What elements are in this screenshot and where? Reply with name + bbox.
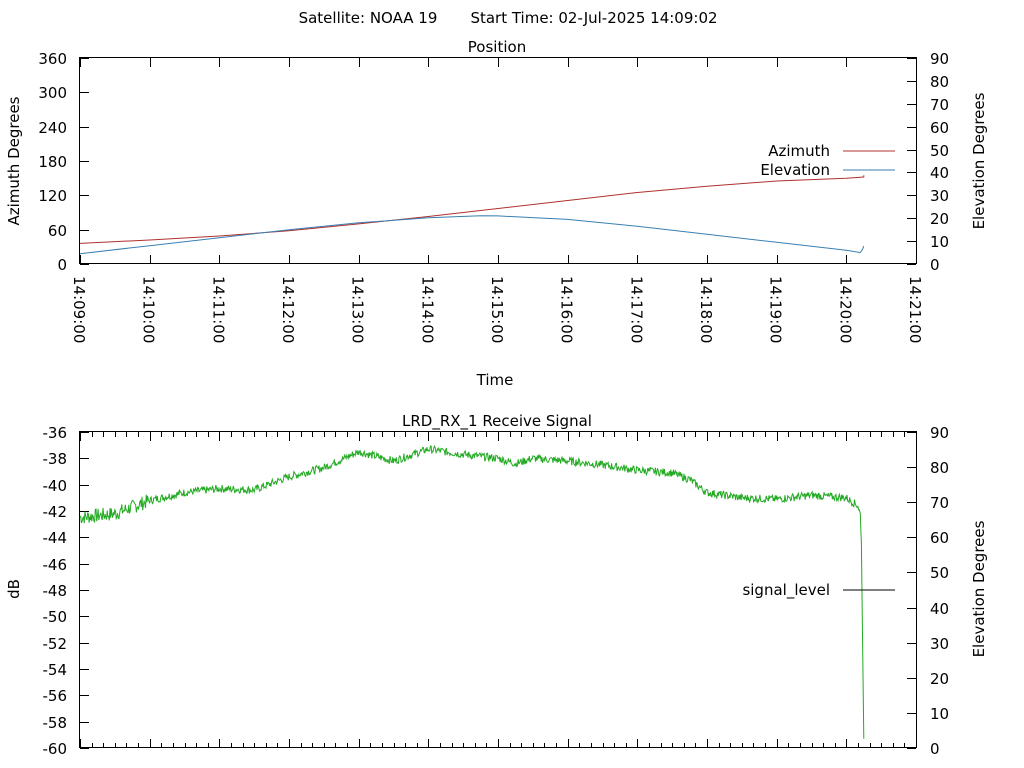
signal-y2-axis-label: Elevation Degrees (970, 520, 988, 657)
x-tick-label: 14:20:00 (836, 276, 854, 343)
position-chart-title: Position (468, 38, 526, 56)
signal-y-axis-label: dB (5, 579, 23, 599)
y-tick-label: 300 (38, 84, 67, 102)
y2-tick-label: 40 (930, 600, 949, 618)
x-tick-label: 14:21:00 (906, 276, 924, 343)
y-tick-label: -48 (43, 582, 68, 600)
series-line-signal-level (79, 445, 865, 739)
y2-tick-label: 50 (930, 564, 949, 582)
y2-tick-label: 60 (930, 529, 949, 547)
y2-tick-label: 0 (930, 740, 940, 758)
y2-tick-label: 20 (930, 210, 949, 228)
y-tick-label: -52 (43, 635, 68, 653)
y2-tick-label: 30 (930, 635, 949, 653)
receive-signal-chart: LRD_RX_1 Receive Signal -36 -38 -40 -42 -44 -… (5, 412, 988, 758)
y-tick-label: 120 (38, 187, 67, 205)
y2-tick-label: 40 (930, 164, 949, 182)
x-tick-label: 14:18:00 (697, 276, 715, 343)
start-time-label: Start Time: 02-Jul-2025 14:09:02 (470, 9, 717, 27)
x-tick-label: 14:15:00 (488, 276, 506, 343)
position-y2-axis-label: Elevation Degrees (970, 92, 988, 229)
x-tick-label: 14:13:00 (349, 276, 367, 343)
y-tick-label: 360 (38, 50, 67, 68)
position-chart: Position 0 60 120 180 240 300 360 0 10 20 30 40 50 60… (5, 38, 988, 389)
y-tick-label: -60 (43, 740, 68, 758)
y-tick-label: 60 (48, 222, 67, 240)
series-line-azimuth (79, 175, 865, 244)
y-tick-label: 240 (38, 119, 67, 137)
x-tick-label: 14:14:00 (418, 276, 436, 343)
position-x-axis-label: Time (476, 371, 514, 389)
position-y-axis-label: Azimuth Degrees (5, 96, 23, 225)
y-tick-label: -56 (43, 687, 68, 705)
y-tick-label: -40 (43, 477, 68, 495)
y2-tick-label: 70 (930, 96, 949, 114)
legend-label-azimuth: Azimuth (768, 142, 830, 160)
y2-tick-label: 10 (930, 233, 949, 251)
legend-label-signal-level: signal_level (742, 581, 830, 600)
y2-tick-label: 90 (930, 50, 949, 68)
y2-tick-label: 0 (930, 256, 940, 274)
y2-tick-label: 10 (930, 705, 949, 723)
y-tick-label: -42 (43, 503, 68, 521)
x-tick-label: 14:10:00 (140, 276, 158, 343)
y-tick-label: -54 (43, 661, 68, 679)
satellite-label: Satellite: NOAA 19 (299, 9, 438, 27)
x-tick-label: 14:11:00 (209, 276, 227, 343)
y2-tick-label: 80 (930, 73, 949, 91)
x-tick-label: 14:12:00 (279, 276, 297, 343)
y2-tick-label: 90 (930, 424, 949, 442)
y2-tick-label: 70 (930, 494, 949, 512)
signal-chart-title: LRD_RX_1 Receive Signal (402, 412, 592, 431)
y-tick-label: -36 (43, 424, 68, 442)
y-tick-label: 180 (38, 153, 67, 171)
y-tick-label: 0 (57, 256, 67, 274)
y2-tick-label: 30 (930, 187, 949, 205)
x-tick-label: 14:16:00 (558, 276, 576, 343)
y2-tick-label: 50 (930, 142, 949, 160)
y2-tick-label: 60 (930, 119, 949, 137)
x-tick-label: 14:19:00 (767, 276, 785, 343)
x-tick-label: 14:17:00 (627, 276, 645, 343)
y-tick-label: -44 (43, 529, 68, 547)
y-tick-label: -38 (43, 450, 68, 468)
x-tick-label: 14:09:00 (70, 276, 88, 343)
legend-label-elevation: Elevation (760, 161, 830, 179)
series-line-elevation (79, 215, 865, 255)
y2-tick-label: 20 (930, 670, 949, 688)
y-tick-label: -46 (43, 556, 68, 574)
y-tick-label: -50 (43, 608, 68, 626)
y-tick-label: -58 (43, 714, 68, 732)
y2-tick-label: 80 (930, 459, 949, 477)
